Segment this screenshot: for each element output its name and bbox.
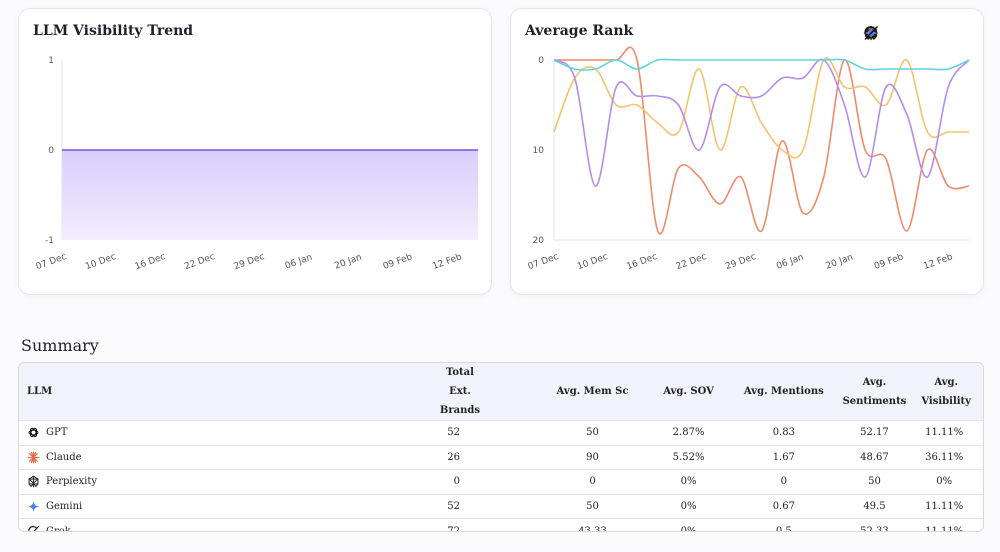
grok-icon[interactable] [864, 25, 971, 41]
col-header-avg-mentions[interactable]: Avg. Mentions [743, 386, 824, 397]
x-tick-label: 29 Dec [724, 252, 757, 272]
visibility-area [62, 150, 478, 240]
cell-visibility: 11.11% [925, 525, 964, 532]
summary-header-row: LLM Total Ext. Brands Avg. Mem Sc Avg. S… [19, 363, 983, 421]
cell-mentions: 0.83 [772, 427, 795, 439]
x-tick-label: 20 Jan [333, 253, 363, 272]
claude-icon [27, 451, 40, 464]
average-rank-title: Average Rank [525, 23, 634, 39]
cell-visibility: 36.11% [925, 451, 964, 463]
cell-visibility: 11.11% [925, 500, 964, 512]
col-header-total-ext-brands-label: Total Ext. Brands [439, 367, 481, 416]
average-rank-chart: 0 10 20 07 Dec 10 Dec 16 Dec 22 Dec 29 Dec 06 Ja… [527, 46, 970, 272]
llm-name: Gemini [46, 500, 83, 512]
table-row[interactable]: Perplexity 0 0 0% 0 50 0% [19, 469, 983, 495]
table-row[interactable]: Claude 26 90 5.52% 1.67 48.67 36.11% [19, 445, 983, 470]
cell-brands: 0 [453, 476, 460, 488]
cell-brands: 52 [447, 500, 460, 512]
y-tick-label: 0 [538, 56, 544, 66]
cell-mem: 0 [589, 476, 596, 488]
x-tick-label: 20 Jan [825, 253, 855, 272]
llm-name: Claude [46, 451, 82, 463]
llm-cell: Grok [19, 519, 353, 532]
llm-name: GPT [46, 427, 68, 439]
summary-table: LLM Total Ext. Brands Avg. Mem Sc Avg. S… [18, 362, 984, 532]
x-tick-label: 29 Dec [233, 252, 266, 272]
col-header-total-ext-brands[interactable]: Total Ext. Brands [353, 363, 544, 421]
col-header-avg-mem-sc[interactable]: Avg. Mem Sc [556, 386, 629, 397]
gemini-icon [27, 500, 40, 512]
cell-mem: 90 [586, 451, 599, 463]
y-tick-label: 0 [48, 146, 54, 156]
cell-sentiments: 52.17 [860, 427, 889, 439]
table-row[interactable]: GPT 52 50 2.87% 0.83 52.17 11.11% [19, 420, 983, 446]
cell-mentions: 0 [780, 476, 788, 488]
col-header-avg-sentiments[interactable]: Avg. Sentiments [842, 376, 907, 407]
visibility-trend-chart: 1 0 -1 07 Dec 10 Dec 16 Dec 22 Dec 29 Dec 06 Jan… [35, 56, 478, 272]
y-tick-label: 20 [533, 236, 545, 246]
openai-icon [28, 428, 39, 438]
llm-cell: Gemini [19, 494, 353, 519]
cell-sov: 0% [680, 476, 697, 488]
x-tick-label: 06 Jan [284, 253, 314, 272]
x-tick-label: 22 Dec [183, 252, 216, 272]
cell-sentiments: 48.67 [860, 451, 889, 463]
average-rank-card: Average Rank [510, 8, 984, 295]
x-tick-label: 16 Dec [134, 252, 167, 272]
llm-cell: Claude [19, 445, 353, 470]
summary-title: Summary [21, 336, 99, 355]
cell-mem: 50 [586, 500, 599, 512]
llm-name: Grok [46, 525, 71, 532]
y-tick-label: 1 [48, 56, 54, 66]
x-tick-label: 07 Dec [35, 252, 68, 272]
perplexity-icon [28, 475, 39, 488]
llm-cell: Perplexity [19, 470, 353, 495]
cell-mem: 50 [586, 427, 599, 439]
cell-brands: 52 [447, 427, 460, 439]
cell-sov: 5.52% [672, 451, 705, 463]
x-tick-label: 09 Feb [873, 252, 905, 272]
rank-series-line-3 [553, 58, 970, 71]
table-row[interactable]: Grok 72 43.33 0% 0.5 52.33 11.11% [19, 518, 983, 532]
x-tick-label: 09 Feb [382, 252, 414, 272]
col-header-llm[interactable]: LLM [27, 386, 53, 397]
cell-sov: 0% [680, 525, 697, 532]
y-tick-label: -1 [45, 236, 54, 246]
x-tick-label: 10 Dec [576, 252, 609, 272]
table-row[interactable]: Gemini 52 50 0% 0.67 49.5 11.11% [19, 494, 983, 519]
y-tick-label: 10 [533, 146, 545, 156]
cell-mentions: 0.67 [772, 500, 795, 512]
rank-series-line-1 [553, 57, 969, 159]
cell-sov: 2.87% [672, 427, 705, 439]
x-tick-label: 22 Dec [675, 252, 708, 272]
rank-legend [863, 25, 971, 41]
cell-sentiments: 50 [868, 476, 881, 488]
llm-name: Perplexity [46, 476, 98, 488]
cell-brands: 26 [447, 451, 460, 463]
cell-sov: 0% [680, 500, 697, 512]
cell-brands: 72 [447, 525, 460, 532]
rank-series-line-2 [553, 58, 970, 187]
cell-visibility: 11.11% [925, 427, 964, 439]
x-tick-label: 06 Jan [775, 253, 805, 272]
cell-mem: 43.33 [578, 525, 607, 532]
cell-visibility: 0% [936, 476, 953, 488]
x-tick-label: 12 Feb [922, 252, 954, 272]
x-tick-label: 12 Feb [431, 252, 463, 272]
col-header-avg-sov[interactable]: Avg. SOV [663, 386, 714, 397]
cell-mentions: 1.67 [772, 451, 795, 463]
col-header-avg-visibility[interactable]: Avg. Visibility [921, 376, 971, 407]
rank-series-line-0 [554, 46, 970, 235]
visibility-trend-title: LLM Visibility Trend [33, 23, 194, 39]
x-tick-label: 07 Dec [527, 252, 560, 272]
visibility-trend-card: LLM Visibility Trend 1 0 -1 07 Dec 10 Dec 16 … [18, 8, 492, 295]
grok-icon [28, 525, 40, 531]
cell-mentions: 0.5 [775, 525, 792, 532]
x-tick-label: 10 Dec [84, 252, 117, 272]
llm-cell: GPT [19, 421, 353, 446]
x-tick-label: 16 Dec [625, 252, 658, 272]
cell-sentiments: 49.5 [863, 500, 886, 512]
cell-sentiments: 52.33 [860, 525, 889, 532]
